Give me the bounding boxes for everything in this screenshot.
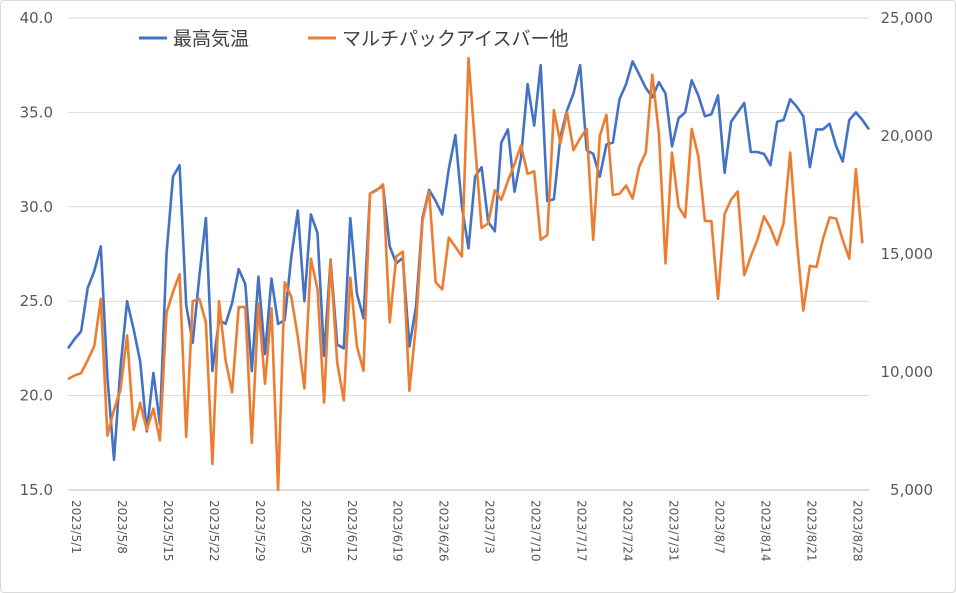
x-tick-label: 2023/8/7 <box>712 500 726 554</box>
x-tick-label: 2023/5/15 <box>161 500 175 562</box>
x-tick-label: 2023/6/26 <box>437 500 451 562</box>
y-right-tick-label: 5,000 <box>890 481 933 499</box>
x-tick-label: 2023/7/17 <box>575 500 589 562</box>
series-lines <box>66 56 871 492</box>
x-tick-label: 2023/5/29 <box>253 500 267 562</box>
x-tick-label: 2023/5/22 <box>207 500 221 562</box>
x-tick-label: 2023/7/24 <box>621 500 635 562</box>
y-right-tick-label: 10,000 <box>881 363 934 381</box>
x-tick-label: 2023/8/28 <box>850 500 864 562</box>
x-tick-label: 2023/6/19 <box>391 500 405 562</box>
x-tick-label: 2023/5/8 <box>115 500 129 554</box>
left-y-axis: 15.0 20.0 25.0 30.0 35.0 40.0 <box>20 9 53 499</box>
x-tick-label: 2023/7/10 <box>529 500 543 562</box>
x-tick-label: 2023/5/1 <box>69 500 83 554</box>
legend-label-max-temp: 最高気温 <box>173 28 249 50</box>
y-right-tick-label: 15,000 <box>881 245 934 263</box>
right-y-axis: 5,000 10,000 15,000 20,000 25,000 <box>881 9 934 499</box>
y-left-tick-label: 35.0 <box>20 103 53 121</box>
legend-label-icebar: マルチパックアイスバー他 <box>342 28 568 50</box>
series-line-max-temp <box>66 60 871 462</box>
y-left-tick-label: 30.0 <box>20 198 53 216</box>
x-tick-label: 2023/8/21 <box>804 500 818 562</box>
y-right-tick-label: 25,000 <box>881 9 934 27</box>
x-tick-label: 2023/8/14 <box>758 500 772 562</box>
x-tick-label: 2023/6/12 <box>345 500 359 562</box>
y-left-tick-label: 15.0 <box>20 481 53 499</box>
y-right-tick-label: 20,000 <box>881 127 934 145</box>
x-tick-label: 2023/7/3 <box>483 500 497 554</box>
series-line-icebar <box>67 56 864 492</box>
y-left-tick-label: 40.0 <box>20 9 53 27</box>
x-tick-label: 2023/6/5 <box>299 500 313 554</box>
y-left-tick-label: 25.0 <box>20 292 53 310</box>
x-tick-label: 2023/7/31 <box>666 500 680 562</box>
legend: 最高気温 マルチパックアイスバー他 <box>139 28 568 50</box>
x-axis: 2023/5/1 2023/5/8 2023/5/15 2023/5/22 2023/5… <box>68 489 869 562</box>
y-left-tick-label: 20.0 <box>20 387 53 405</box>
